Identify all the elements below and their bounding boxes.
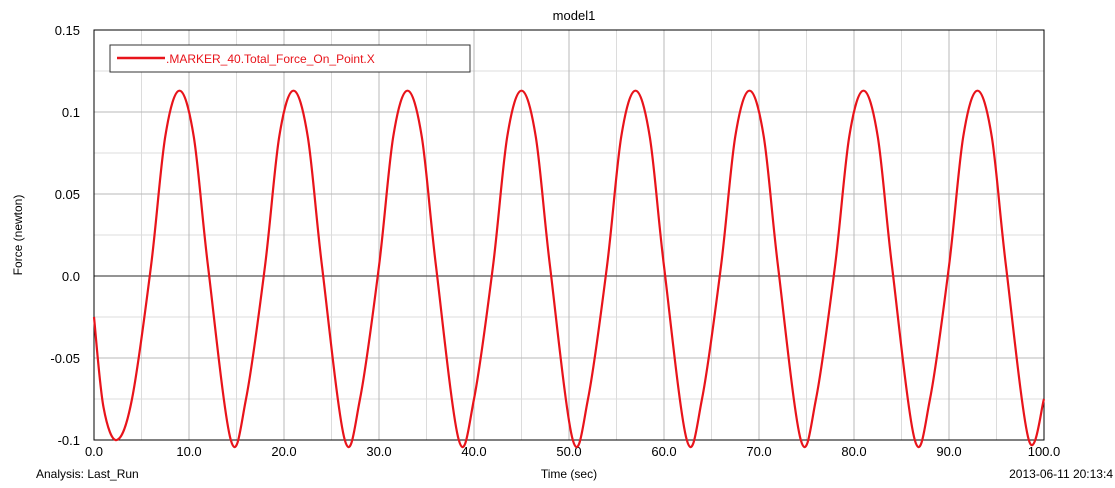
series-line <box>92 89 1046 449</box>
y-tick-label: 0.15 <box>55 23 80 38</box>
x-tick-label: 20.0 <box>271 444 296 459</box>
x-tick-label: 90.0 <box>936 444 961 459</box>
y-tick-label: -0.1 <box>58 433 80 448</box>
grid <box>93 29 1045 441</box>
x-tick-label: 40.0 <box>461 444 486 459</box>
y-tick-label: 0.0 <box>62 269 80 284</box>
y-tick-label: 0.1 <box>62 105 80 120</box>
x-tick-label: 0.0 <box>85 444 103 459</box>
legend-label: .MARKER_40.Total_Force_On_Point.X <box>166 52 375 66</box>
y-axis-label: Force (newton) <box>11 195 25 276</box>
axis-ticks: 0.0 10.0 20.0 30.0 40.0 50.0 60.0 70.0 80.0 90.0 1… <box>50 23 1060 459</box>
timestamp-label: 2013-06-11 20:13:4 <box>1009 467 1113 481</box>
y-tick-label: 0.05 <box>55 187 80 202</box>
series-layer <box>92 89 1046 449</box>
plot-frame <box>93 29 1045 441</box>
x-tick-label: 60.0 <box>651 444 676 459</box>
x-tick-label: 70.0 <box>746 444 771 459</box>
x-tick-label: 100.0 <box>1028 444 1061 459</box>
x-tick-label: 30.0 <box>366 444 391 459</box>
chart-title: model1 <box>553 8 596 23</box>
x-tick-label: 50.0 <box>556 444 581 459</box>
y-tick-label: -0.05 <box>50 351 80 366</box>
x-tick-label: 80.0 <box>841 444 866 459</box>
analysis-label: Analysis: Last_Run <box>36 467 139 481</box>
x-tick-label: 10.0 <box>176 444 201 459</box>
legend: .MARKER_40.Total_Force_On_Point.X <box>109 44 471 73</box>
x-axis-label: Time (sec) <box>541 467 597 481</box>
legend-box <box>109 44 471 73</box>
